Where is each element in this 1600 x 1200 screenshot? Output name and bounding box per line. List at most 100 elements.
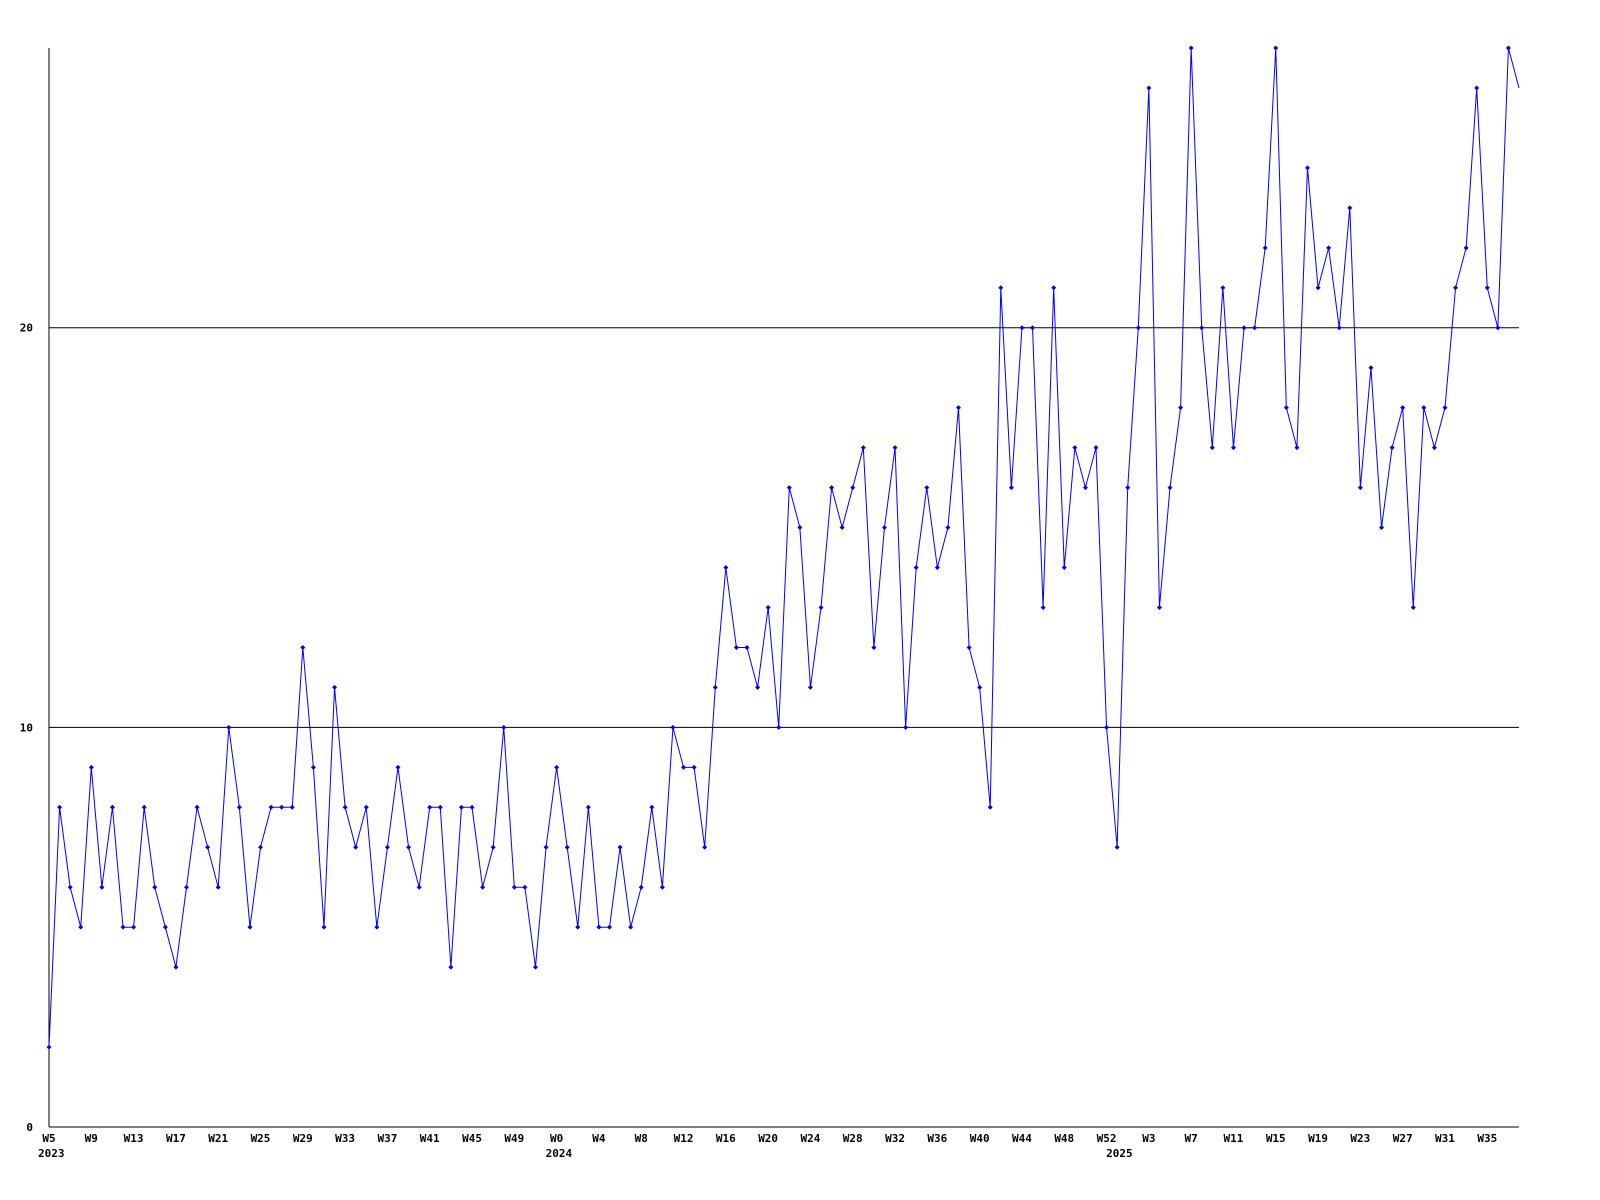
x-tick-label: W28 <box>843 1132 863 1145</box>
data-point <box>1167 485 1173 491</box>
data-point <box>807 684 813 690</box>
data-point <box>99 884 105 890</box>
data-point <box>1442 405 1448 411</box>
x-tick-label: W11 <box>1224 1132 1244 1145</box>
data-point <box>162 924 168 930</box>
data-point <box>744 644 750 650</box>
data-point <box>1484 285 1490 291</box>
data-point <box>1156 604 1162 610</box>
data-point <box>955 405 961 411</box>
x-tick-label: W20 <box>758 1132 778 1145</box>
x-tick-label: W15 <box>1266 1132 1286 1145</box>
data-point <box>649 804 655 810</box>
data-point <box>458 804 464 810</box>
x-tick-label: W48 <box>1054 1132 1074 1145</box>
data-point <box>437 804 443 810</box>
y-tick-label: 20 <box>20 322 33 335</box>
data-point <box>1283 405 1289 411</box>
x-tick-label: W33 <box>335 1132 355 1145</box>
data-point <box>829 485 835 491</box>
data-point <box>1061 565 1067 571</box>
data-point <box>1453 285 1459 291</box>
data-point <box>1368 365 1374 371</box>
data-point <box>670 724 676 730</box>
data-point <box>860 445 866 451</box>
data-point <box>1241 325 1247 331</box>
x-tick-label: W27 <box>1393 1132 1413 1145</box>
data-point <box>406 844 412 850</box>
x-tick-label: W4 <box>592 1132 606 1145</box>
data-point <box>57 804 63 810</box>
data-point <box>490 844 496 850</box>
data-point <box>733 644 739 650</box>
data-point <box>1104 724 1110 730</box>
data-point <box>702 844 708 850</box>
x-tick-label: W19 <box>1308 1132 1328 1145</box>
data-point <box>628 924 634 930</box>
data-point <box>247 924 253 930</box>
data-point <box>1495 325 1501 331</box>
data-point <box>712 684 718 690</box>
data-point <box>596 924 602 930</box>
data-point <box>1389 445 1395 451</box>
data-point <box>279 804 285 810</box>
x-tick-label: W32 <box>885 1132 905 1145</box>
data-point <box>1294 445 1300 451</box>
data-point <box>310 764 316 770</box>
data-point <box>786 485 792 491</box>
data-point <box>332 684 338 690</box>
data-point <box>681 764 687 770</box>
data-point <box>998 285 1004 291</box>
data-point <box>1114 844 1120 850</box>
x-tick-label: W8 <box>635 1132 648 1145</box>
data-point <box>173 964 179 970</box>
data-point <box>659 884 665 890</box>
data-point <box>818 604 824 610</box>
data-point <box>236 804 242 810</box>
data-point <box>892 445 898 451</box>
data-point <box>183 884 189 890</box>
data-point <box>88 764 94 770</box>
data-point <box>1093 445 1099 451</box>
data-point <box>511 884 517 890</box>
x-tick-label: W21 <box>208 1132 228 1145</box>
x-tick-label: W49 <box>504 1132 524 1145</box>
data-point <box>1146 85 1152 91</box>
data-point <box>1040 604 1046 610</box>
x-tick-label: W44 <box>1012 1132 1032 1145</box>
data-point <box>934 565 940 571</box>
data-point <box>395 764 401 770</box>
data-point <box>448 964 454 970</box>
x-tick-label: W37 <box>377 1132 397 1145</box>
data-point <box>67 884 73 890</box>
x-tick-label: W45 <box>462 1132 482 1145</box>
data-point <box>1262 245 1268 251</box>
x-tick-label: W41 <box>420 1132 440 1145</box>
data-point <box>839 525 845 531</box>
data-point <box>871 644 877 650</box>
data-point <box>776 724 782 730</box>
data-point <box>1315 285 1321 291</box>
data-point <box>1072 445 1078 451</box>
data-point <box>1410 604 1416 610</box>
data-point <box>1008 485 1014 491</box>
x-tick-label: W52 <box>1097 1132 1117 1145</box>
data-point <box>585 804 591 810</box>
data-point <box>638 884 644 890</box>
data-point <box>532 964 538 970</box>
data-point <box>1178 405 1184 411</box>
data-point <box>903 724 909 730</box>
data-point <box>1252 325 1258 331</box>
data-point <box>564 844 570 850</box>
data-point <box>374 924 380 930</box>
x-tick-label: W17 <box>166 1132 186 1145</box>
data-point <box>300 644 306 650</box>
data-point <box>427 804 433 810</box>
data-point <box>226 724 232 730</box>
x-tick-label: W35 <box>1477 1132 1497 1145</box>
data-point <box>1400 405 1406 411</box>
x-tick-label: W31 <box>1435 1132 1455 1145</box>
data-line <box>48 47 1520 1048</box>
data-point <box>913 565 919 571</box>
data-point <box>480 884 486 890</box>
